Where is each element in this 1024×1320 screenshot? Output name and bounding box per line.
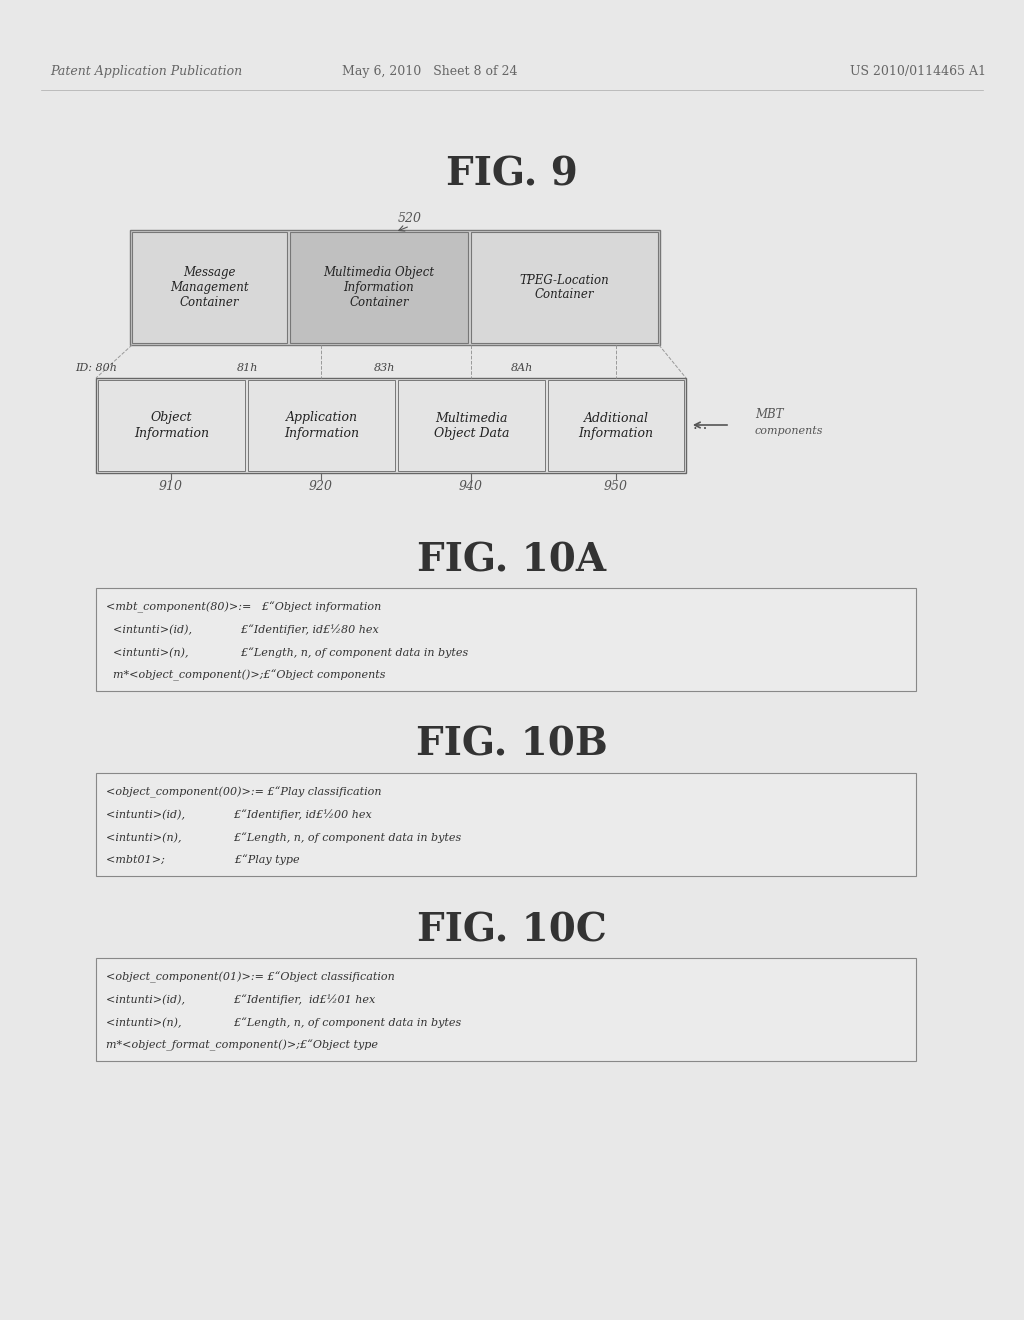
Text: TPEG-Location
Container: TPEG-Location Container [519, 273, 609, 301]
Text: FIG. 9: FIG. 9 [446, 156, 578, 194]
Text: <intunti>(n),               £“Length, n, of component data in bytes: <intunti>(n), £“Length, n, of component … [106, 1018, 461, 1028]
Bar [132, 232, 287, 343]
Text: FIG. 10B: FIG. 10B [416, 726, 608, 764]
Text: Application
Information: Application Information [284, 412, 359, 440]
Text: Multimedia
Object Data: Multimedia Object Data [434, 412, 509, 440]
Text: MBT: MBT [755, 408, 783, 421]
Bar [398, 380, 545, 471]
Text: <intunti>(id),              £“Identifier, id£½00 hex: <intunti>(id), £“Identifier, id£½00 hex [106, 809, 372, 821]
Text: <mbt01>;                    £“Play type: <mbt01>; £“Play type [106, 854, 300, 865]
Text: <intunti>(n),               £“Length, n, of component data in bytes: <intunti>(n), £“Length, n, of component … [106, 647, 468, 657]
Text: <intunti>(id),              £“Identifier, id£½80 hex: <intunti>(id), £“Identifier, id£½80 hex [106, 624, 379, 635]
Bar [96, 958, 916, 1061]
Bar [548, 380, 684, 471]
Bar [98, 380, 245, 471]
Text: 920: 920 [309, 480, 333, 494]
Text: <mbt_component(80)>:=   £“Object information: <mbt_component(80)>:= £“Object informati… [106, 602, 381, 614]
Text: Patent Application Publication: Patent Application Publication [50, 66, 242, 78]
Bar [248, 380, 395, 471]
Text: Additional
Information: Additional Information [579, 412, 653, 440]
Text: Multimedia Object
Information
Container: Multimedia Object Information Container [324, 267, 434, 309]
Bar [96, 378, 686, 473]
Bar [130, 230, 660, 345]
Bar [290, 232, 468, 343]
Text: 83h: 83h [375, 363, 395, 374]
Text: <object_component(00)>:= £“Play classification: <object_component(00)>:= £“Play classifi… [106, 787, 382, 799]
Text: m*<object_component()>;£“Object components: m*<object_component()>;£“Object componen… [106, 669, 385, 681]
Text: 520: 520 [398, 211, 422, 224]
Text: components: components [755, 426, 823, 436]
Text: <object_component(01)>:= £“Object classification: <object_component(01)>:= £“Object classi… [106, 972, 394, 983]
Text: 8Ah: 8Ah [511, 363, 534, 374]
Text: 950: 950 [604, 480, 628, 494]
Text: 81h: 81h [238, 363, 259, 374]
Text: ID: 80h: ID: 80h [75, 363, 117, 374]
Text: <intunti>(n),               £“Length, n, of component data in bytes: <intunti>(n), £“Length, n, of component … [106, 832, 461, 843]
Text: 910: 910 [159, 480, 183, 494]
Text: m*<object_format_component()>;£“Object type: m*<object_format_component()>;£“Object t… [106, 1039, 378, 1051]
Text: FIG. 10A: FIG. 10A [418, 541, 606, 579]
Text: Message
Management
Container: Message Management Container [170, 267, 249, 309]
Text: <intunti>(id),              £“Identifier,  id£½01 hex: <intunti>(id), £“Identifier, id£½01 hex [106, 995, 375, 1006]
Text: . .: . . [693, 418, 708, 432]
Text: May 6, 2010   Sheet 8 of 24: May 6, 2010 Sheet 8 of 24 [342, 66, 518, 78]
Text: FIG. 10C: FIG. 10C [417, 911, 607, 949]
Bar [471, 232, 658, 343]
Text: Object
Information: Object Information [134, 412, 209, 440]
Bar [96, 587, 916, 690]
Bar [96, 774, 916, 876]
Text: 940: 940 [459, 480, 483, 494]
Text: US 2010/0114465 A1: US 2010/0114465 A1 [850, 66, 986, 78]
